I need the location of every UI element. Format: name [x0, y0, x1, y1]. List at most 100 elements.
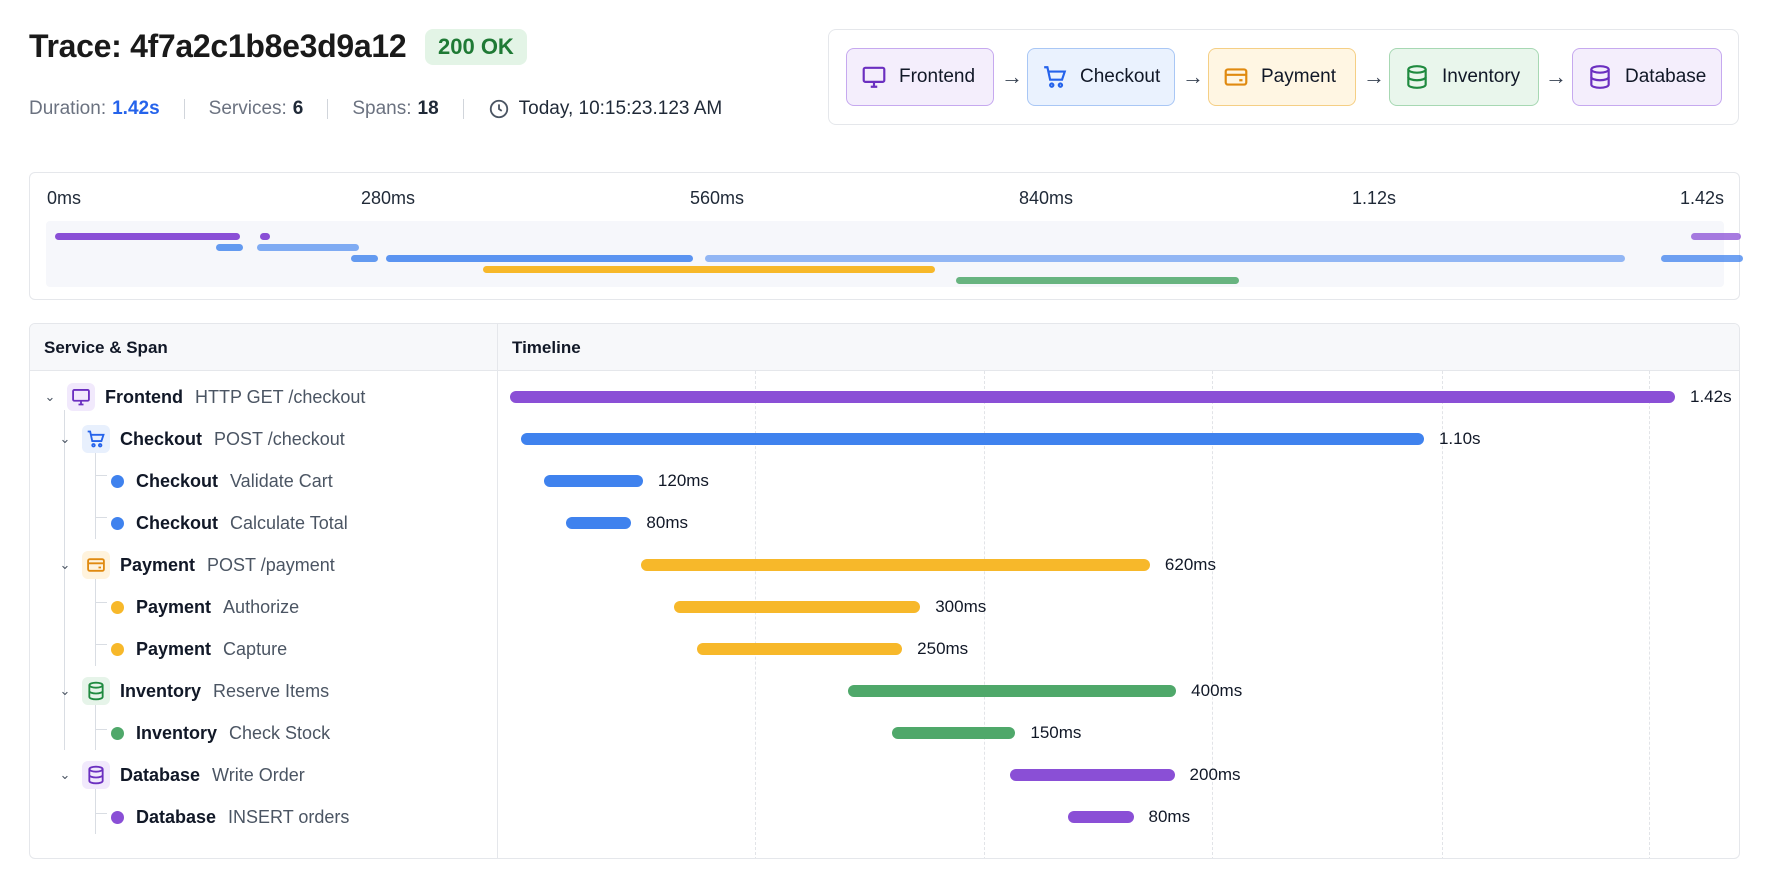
arrow-right-icon: →	[1545, 64, 1567, 89]
tree-guide	[95, 786, 96, 834]
span-bar[interactable]	[521, 433, 1424, 445]
span-duration: 400ms	[1191, 681, 1243, 700]
service-map: Frontend → Checkout → Payment → Inventor…	[828, 29, 1739, 125]
grid-line	[1649, 371, 1650, 858]
span-duration: 80ms	[1148, 807, 1191, 826]
span-duration: 80ms	[646, 513, 688, 532]
card-icon	[82, 551, 110, 579]
service-node-checkout[interactable]: Checkout	[1027, 48, 1175, 106]
page-title: Trace: 4f7a2c1b8e3d9a12	[29, 28, 407, 64]
span-service-name: Inventory	[120, 680, 202, 701]
divider	[327, 99, 329, 119]
overview-bar	[55, 233, 240, 240]
span-service-name: Frontend	[105, 386, 183, 407]
span-duration: 620ms	[1164, 555, 1216, 574]
span-operation: POST /checkout	[214, 428, 345, 449]
span-bar[interactable]	[892, 727, 1016, 739]
service-node-inventory[interactable]: Inventory	[1389, 48, 1539, 106]
chevron-down-icon[interactable]: ⌄	[44, 389, 56, 404]
overview-bar	[705, 255, 1625, 262]
service-dot	[111, 726, 124, 740]
span-duration: 300ms	[935, 597, 987, 616]
tree-guide	[95, 602, 107, 603]
arrow-right-icon: →	[1363, 64, 1385, 89]
timestamp: Today, 10:15:23.123 AM	[488, 98, 722, 120]
grid-line	[755, 371, 756, 858]
service-node-label: Inventory	[1442, 66, 1521, 87]
span-bar[interactable]	[674, 601, 921, 613]
span-row[interactable]: Payment Capture 250ms	[30, 628, 1739, 670]
overview-bar	[956, 277, 1239, 284]
span-service-name: Checkout	[120, 428, 203, 449]
span-row[interactable]: Checkout Validate Cart 120ms	[30, 460, 1739, 502]
overview-tick: 560ms	[690, 188, 745, 208]
span-row[interactable]: Inventory Check Stock 150ms	[30, 712, 1739, 754]
span-row[interactable]: ⌄ Inventory Reserve Items 400ms	[30, 670, 1739, 712]
span-bar[interactable]	[565, 517, 632, 529]
span-service-name: Database	[120, 764, 201, 785]
service-dot	[111, 810, 124, 824]
chevron-down-icon[interactable]: ⌄	[59, 767, 71, 782]
chevron-down-icon[interactable]: ⌄	[59, 431, 71, 446]
span-service-name: Payment	[120, 554, 196, 575]
service-node-label: Database	[1625, 66, 1707, 87]
overview-bar	[260, 233, 270, 240]
service-dot	[111, 516, 124, 530]
overview-bar	[1661, 255, 1743, 262]
span-operation: Write Order	[212, 764, 305, 785]
chevron-down-icon[interactable]: ⌄	[59, 683, 71, 698]
span-row[interactable]: ⌄ Payment POST /payment 620ms	[30, 544, 1739, 586]
span-bar[interactable]	[1067, 811, 1134, 823]
tree-guide	[95, 702, 96, 750]
span-service-name: Database	[136, 806, 217, 827]
service-node-frontend[interactable]: Frontend	[846, 48, 994, 106]
span-bar[interactable]	[641, 559, 1150, 571]
tree-guide	[95, 576, 96, 666]
service-dot	[111, 600, 124, 614]
span-bar[interactable]	[697, 643, 903, 655]
span-row[interactable]: Payment Authorize 300ms	[30, 586, 1739, 628]
span-operation: Reserve Items	[213, 680, 330, 701]
span-bar[interactable]	[544, 475, 643, 487]
overview-tick: 0ms	[47, 188, 82, 208]
span-row[interactable]: ⌄ Checkout POST /checkout 1.10s	[30, 418, 1739, 460]
service-node-label: Checkout	[1080, 66, 1161, 87]
span-duration: 250ms	[917, 639, 969, 658]
arrow-right-icon: →	[1001, 64, 1023, 89]
table-header: Service & Span Timeline	[30, 324, 1739, 371]
tree-guide	[95, 475, 107, 476]
monitor-icon	[67, 383, 95, 411]
service-node-database[interactable]: Database	[1572, 48, 1722, 106]
span-row[interactable]: Database INSERT orders 80ms	[30, 796, 1739, 838]
service-dot	[111, 474, 124, 488]
overview-tick: 280ms	[361, 188, 416, 208]
tree-guide	[95, 449, 96, 539]
chevron-down-icon[interactable]: ⌄	[59, 557, 71, 572]
column-header-service: Service & Span	[44, 338, 168, 357]
arrow-right-icon: →	[1182, 64, 1204, 89]
services-label: Services:	[208, 98, 287, 119]
span-row[interactable]: Checkout Calculate Total 80ms	[30, 502, 1739, 544]
span-row[interactable]: ⌄ Database Write Order 200ms	[30, 754, 1739, 796]
tree-guide	[95, 644, 107, 645]
service-dot	[111, 642, 124, 656]
timeline-overview[interactable]: 0ms 280ms 560ms 840ms 1.12s 1.42s	[29, 172, 1743, 300]
span-bar[interactable]	[1010, 769, 1175, 781]
overview-bar	[386, 255, 693, 262]
service-node-label: Frontend	[899, 66, 976, 87]
column-header-timeline: Timeline	[512, 338, 581, 357]
span-operation: HTTP GET /checkout	[195, 386, 366, 407]
service-node-payment[interactable]: Payment	[1208, 48, 1356, 106]
span-bar[interactable]	[848, 685, 1177, 697]
span-row[interactable]: ⌄ Frontend HTTP GET /checkout 1.42s	[30, 376, 1739, 418]
span-service-name: Checkout	[136, 512, 219, 533]
overview-tick: 1.42s	[1680, 188, 1725, 208]
duration-label: Duration:	[29, 98, 107, 119]
overview-track	[46, 221, 1743, 287]
database-icon	[1407, 65, 1427, 89]
tree-guide	[95, 517, 107, 518]
overview-bar	[483, 266, 935, 273]
database-icon	[1590, 65, 1610, 89]
span-bar[interactable]	[510, 391, 1675, 403]
span-table: Service & Span Timeline ⌄ Frontend HTTP …	[29, 323, 1740, 859]
